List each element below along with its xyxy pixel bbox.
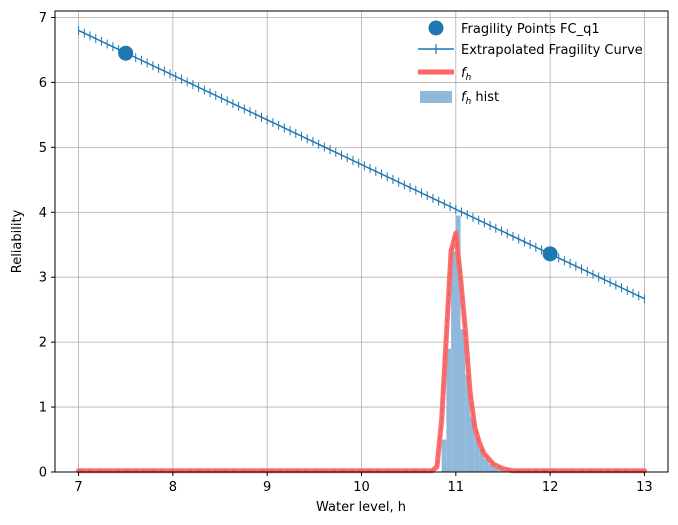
y-tick-label: 4 — [39, 206, 47, 221]
hist-bar — [441, 439, 447, 472]
y-tick-label: 2 — [39, 336, 47, 351]
fragility-point — [118, 45, 134, 61]
y-tick-label: 7 — [39, 11, 47, 26]
hist-bar — [455, 215, 461, 472]
y-tick-label: 6 — [39, 76, 47, 91]
hist-bar — [451, 251, 456, 472]
fh-curve-group — [76, 230, 647, 474]
legend-label-points: Fragility Points FC_q1 — [461, 22, 600, 37]
fh-dashed-line — [78, 232, 645, 472]
legend-label-hist: fh hist — [461, 90, 499, 107]
hist-bar — [446, 348, 452, 472]
fragility-point — [542, 246, 558, 262]
legend-marker-hist — [420, 91, 452, 103]
x-tick-label: 8 — [169, 480, 177, 495]
hist-bar — [465, 374, 470, 472]
hist-bar — [488, 464, 494, 472]
legend-label-curve: Extrapolated Fragility Curve — [461, 43, 643, 58]
hist-bar — [469, 416, 475, 472]
y-tick-label: 3 — [39, 271, 47, 286]
x-tick-label: 9 — [263, 480, 271, 495]
hist-bar — [479, 449, 485, 472]
hist-bar — [460, 329, 466, 472]
hist-bar — [474, 436, 480, 472]
x-tick-label: 11 — [448, 480, 465, 495]
y-tick-label: 0 — [39, 466, 47, 481]
legend-marker-points — [428, 20, 444, 36]
legend-label-fh: fh — [461, 66, 472, 83]
hist-bar — [493, 466, 499, 472]
legend: Fragility Points FC_q1 Extrapolated Frag… — [418, 20, 643, 107]
x-axis-label: Water level, h — [316, 500, 406, 515]
x-axis: 7 8 9 10 11 12 13 — [74, 472, 653, 495]
x-tick-label: 10 — [353, 480, 370, 495]
x-tick-label: 7 — [74, 480, 82, 495]
y-axis-label: Reliability — [10, 209, 25, 273]
x-tick-label: 13 — [636, 480, 653, 495]
histogram-bars — [441, 215, 503, 472]
y-axis: 0 1 2 3 4 5 6 7 — [39, 11, 55, 481]
hist-bar — [484, 459, 489, 472]
y-tick-label: 5 — [39, 141, 47, 156]
y-tick-label: 1 — [39, 401, 47, 416]
x-tick-label: 12 — [542, 480, 559, 495]
fragility-points-group — [118, 45, 558, 262]
